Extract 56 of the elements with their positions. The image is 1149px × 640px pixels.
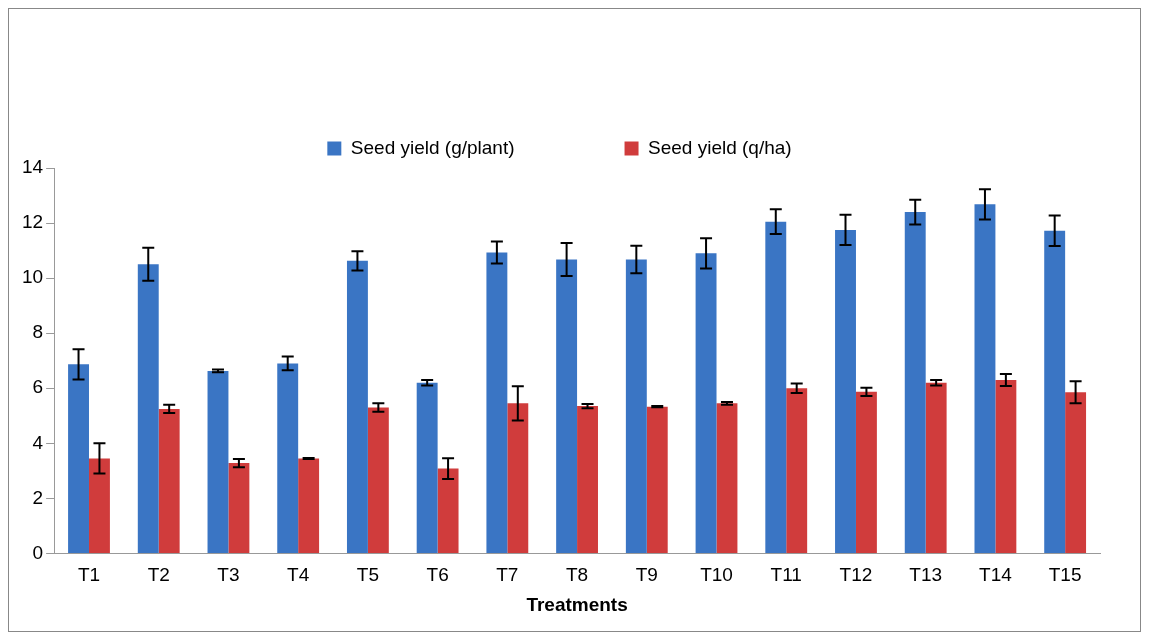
bar [207,370,229,553]
x-tick-label: T10 [700,564,733,586]
bar [346,260,368,553]
bar [695,253,717,553]
y-tick-label: 12 [21,211,44,233]
bar [556,259,578,553]
bar [1065,392,1087,553]
x-tick-label: T7 [496,564,519,586]
bar [995,379,1017,553]
bar [89,458,110,553]
bar [904,212,926,553]
bar [625,259,647,553]
bar [507,403,529,553]
bar [68,364,89,553]
bar [786,388,808,553]
x-tick-label: T9 [635,564,658,586]
x-tick-label: T1 [77,564,101,586]
bar [416,382,438,553]
bar [228,463,250,553]
legend-label: Seed yield (q/ha) [648,136,792,158]
bar [486,252,508,553]
bar [137,264,159,553]
y-tick-label: 0 [32,541,44,563]
y-tick-label: 6 [32,376,44,398]
x-tick-label: T11 [770,564,802,586]
bar [855,391,877,553]
bar [367,407,389,553]
x-tick-label: T15 [1048,564,1082,586]
x-tick-label: T14 [979,564,1013,586]
y-tick-label: 10 [21,266,44,288]
x-tick-label: T6 [426,564,449,586]
x-tick-label: T4 [287,564,310,586]
bar [646,406,668,553]
legend-label: Seed yield (g/plant) [350,136,515,158]
bar [437,468,459,553]
bar [277,363,299,553]
bar [1044,230,1066,553]
y-tick-label: 8 [32,321,44,343]
y-tick-label: 2 [32,486,44,508]
x-tick-label: T2 [147,564,170,586]
y-tick-label: 4 [32,431,44,453]
bar [716,403,738,553]
x-tick-label: T5 [356,564,379,586]
bar [765,221,787,553]
bar [577,406,598,553]
x-tick-label: T8 [565,564,589,586]
x-axis-title: Treatments [526,593,628,615]
y-tick-label: 14 [21,156,44,178]
bar [298,458,320,553]
x-tick-label: T13 [909,564,943,586]
x-tick-label: T12 [839,564,873,586]
bar [835,229,856,553]
x-tick-label: T3 [217,564,240,586]
bar [158,408,180,553]
bar [925,382,947,553]
bar [974,204,996,553]
